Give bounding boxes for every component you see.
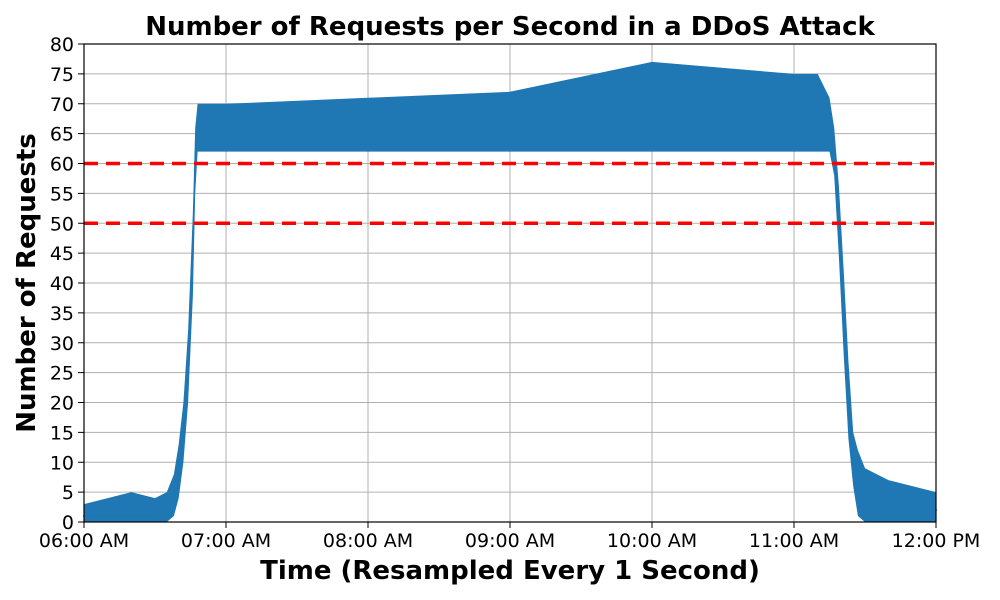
data-point xyxy=(182,437,185,440)
data-point xyxy=(201,126,204,129)
data-point xyxy=(887,509,890,512)
y-axis-ticks: 0 5 10 15 20 25 30 35 40 45 50 55 60 65 70 75 80 xyxy=(50,34,84,534)
y-tick-label: 30 xyxy=(50,333,74,355)
y-tick-label: 10 xyxy=(50,452,74,474)
x-tick-label: 12:00 PM xyxy=(892,530,981,552)
data-point xyxy=(856,491,859,494)
data-point xyxy=(847,401,850,404)
y-tick-label: 75 xyxy=(50,64,74,86)
y-tick-label: 50 xyxy=(50,213,74,235)
x-tick-label: 08:00 AM xyxy=(323,530,413,552)
x-tick-label: 06:00 AM xyxy=(39,530,129,552)
data-point xyxy=(225,126,227,129)
y-tick-label: 0 xyxy=(62,512,74,534)
x-tick-label: 10:00 AM xyxy=(607,530,697,552)
y-tick-label: 25 xyxy=(50,363,74,385)
y-tick-label: 55 xyxy=(50,183,74,205)
y-tick-label: 40 xyxy=(50,273,74,295)
y-tick-label: 80 xyxy=(50,34,74,56)
reference-lines xyxy=(84,161,936,225)
data-point xyxy=(196,126,199,129)
y-tick-label: 60 xyxy=(50,154,74,176)
y-tick-label: 65 xyxy=(50,124,74,146)
data-point xyxy=(367,126,369,129)
data-point xyxy=(864,503,866,506)
y-tick-label: 35 xyxy=(50,303,74,325)
y-tick-label: 45 xyxy=(50,243,74,265)
x-tick-label: 07:00 AM xyxy=(181,530,271,552)
data-point xyxy=(165,509,168,512)
chart-title: Number of Requests per Second in a DDoS … xyxy=(145,12,875,42)
data-point xyxy=(130,515,133,517)
data-point xyxy=(852,461,855,464)
data-point xyxy=(154,515,156,517)
data-point xyxy=(106,515,109,517)
data-point xyxy=(177,473,180,476)
data-point xyxy=(828,126,831,129)
y-tick-label: 5 xyxy=(62,482,74,504)
y-tick-label: 20 xyxy=(50,393,74,415)
data-point xyxy=(816,126,819,129)
x-tick-label: 09:00 AM xyxy=(465,530,555,552)
x-axis-label: Time (Resampled Every 1 Second) xyxy=(260,556,760,586)
data-point xyxy=(842,311,845,314)
y-axis-label: Number of Requests xyxy=(12,133,42,433)
y-tick-label: 70 xyxy=(50,94,74,116)
x-tick-label: 11:00 AM xyxy=(749,530,839,552)
data-point xyxy=(187,371,190,374)
data-point xyxy=(509,126,511,129)
data-point xyxy=(651,126,653,129)
data-point xyxy=(191,252,194,255)
data-point xyxy=(793,126,795,129)
y-tick-label: 15 xyxy=(50,422,74,444)
x-axis-ticks: 06:00 AM 07:00 AM 08:00 AM 09:00 AM 10:00 AM… xyxy=(39,522,980,552)
data-point xyxy=(833,150,836,153)
data-point xyxy=(172,497,175,500)
